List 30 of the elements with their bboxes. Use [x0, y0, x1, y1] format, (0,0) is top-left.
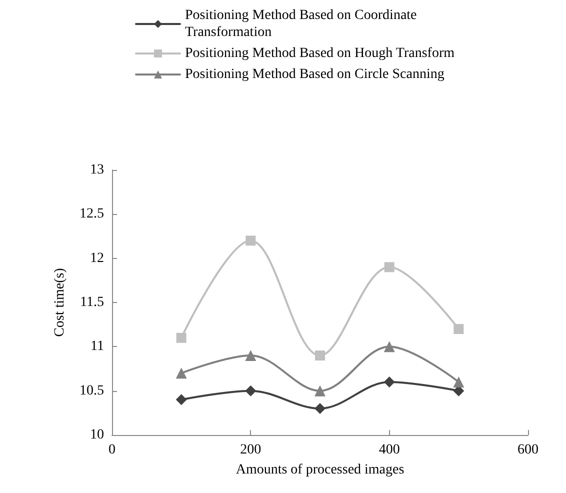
point: [245, 350, 256, 361]
legend-label: Positioning Method Based on Coordinate Transformation: [185, 8, 420, 40]
point: [315, 350, 325, 360]
x-tick-label: 400: [378, 442, 400, 458]
point: [245, 385, 256, 396]
y-tick-label: 10: [90, 428, 104, 442]
legend-label: Positioning Method Based on Circle Scanning: [185, 67, 444, 82]
point: [176, 332, 186, 343]
point: [384, 262, 394, 272]
y-tick-label: 10.5: [80, 383, 104, 398]
x-tick-label: 600: [518, 442, 538, 458]
point: [454, 324, 464, 334]
point: [314, 403, 326, 414]
point: [176, 368, 187, 379]
point: [453, 376, 464, 388]
y-axis-title: Cost time(s): [52, 268, 68, 337]
point: [176, 394, 187, 406]
x-axis-title: Amounts of processed images: [236, 462, 404, 478]
y-tick-label: 12: [90, 250, 104, 266]
point: [384, 341, 395, 352]
point: [314, 385, 326, 396]
point: [384, 376, 395, 388]
x-tick-label: 200: [240, 442, 262, 458]
y-tick-label: 12.5: [80, 206, 104, 222]
y-tick-label: 11.5: [80, 295, 104, 310]
x-tick-label: 0: [108, 442, 116, 458]
y-tick-label: 13: [90, 162, 104, 178]
y-tick-label: 11: [90, 339, 104, 354]
point: [246, 236, 256, 246]
legend-label: Positioning Method Based on Hough Transform: [185, 46, 455, 61]
